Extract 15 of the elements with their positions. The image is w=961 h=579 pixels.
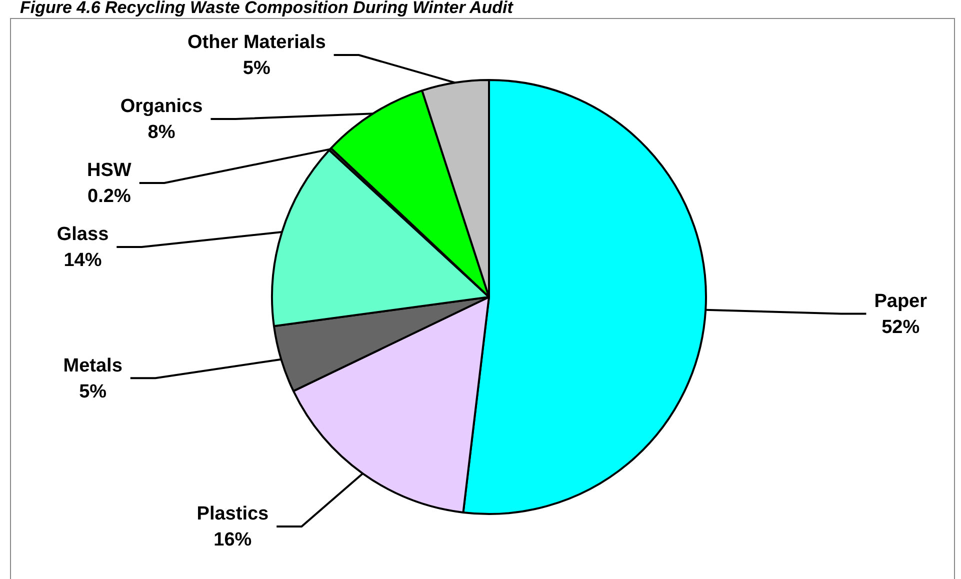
data-label: 16% [214, 530, 252, 551]
data-label: 8% [148, 122, 176, 144]
data-label: 14% [64, 250, 102, 272]
slice-label: Glass [56, 224, 109, 246]
slice-label: Paper [874, 291, 928, 312]
data-label: 0.2% [88, 186, 131, 208]
chart-title: Figure 4.6 Recycling Waste Composition During Winter Audit [20, 0, 513, 18]
slice-label: Organics [120, 96, 203, 118]
slice-label: Metals [63, 355, 122, 376]
data-label: 5% [79, 381, 107, 402]
slice-label: HSW [87, 160, 132, 182]
data-label: 52% [882, 317, 920, 338]
slice-label: Other Materials [187, 32, 326, 54]
slice-label: Plastics [196, 504, 269, 525]
data-label: 5% [242, 58, 270, 80]
